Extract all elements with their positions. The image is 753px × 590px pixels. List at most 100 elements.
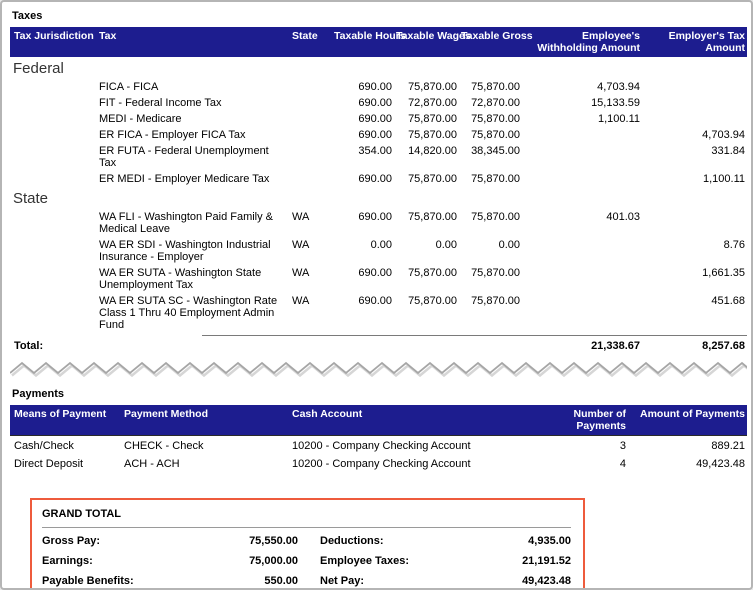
taxes-section-title: Taxes xyxy=(12,10,43,22)
payable-benefits-label: Payable Benefits: xyxy=(42,575,134,587)
col-header-cash-account: Cash Account xyxy=(290,405,557,436)
col-header-taxable-gross: Taxable Gross xyxy=(459,27,533,57)
grand-total-row: Earnings: 75,000.00 Employee Taxes: 21,1… xyxy=(42,555,571,568)
cell-tax: MEDI - Medicare xyxy=(99,113,182,125)
cell-employer-tax-amount: 1,661.35 xyxy=(702,267,745,279)
cell-taxable-hours: 354.00 xyxy=(358,145,392,157)
deductions-label: Deductions: xyxy=(320,535,384,547)
cell-taxable-wages: 75,870.00 xyxy=(408,129,457,141)
col-header-number-of-payments: Number of Payments xyxy=(557,405,634,436)
cell-taxable-gross: 75,870.00 xyxy=(471,211,520,223)
cell-state: WA xyxy=(292,295,310,307)
cell-means-of-payment: Cash/Check xyxy=(14,440,74,452)
col-header-employer-tax-amount: Employer's Tax Amount xyxy=(642,27,747,57)
cell-tax: FICA - FICA xyxy=(99,81,159,93)
cell-tax: WA ER SDI - Washington Industrial Insura… xyxy=(99,239,271,263)
cell-employer-tax-amount xyxy=(642,79,747,95)
col-header-tax: Tax xyxy=(97,27,290,57)
cell-employer-tax-amount: 1,100.11 xyxy=(702,173,745,185)
payable-benefits-value: 550.00 xyxy=(264,575,298,587)
cell-taxable-gross: 75,870.00 xyxy=(471,129,520,141)
cell-tax: WA ER SUTA - Washington State Unemployme… xyxy=(99,267,262,291)
cell-taxable-hours: 690.00 xyxy=(358,295,392,307)
cell-withholding-amount: 4,703.94 xyxy=(597,81,640,93)
cell-taxable-hours: 690.00 xyxy=(358,267,392,279)
gross-pay-label: Gross Pay: xyxy=(42,535,101,547)
cell-taxable-hours: 690.00 xyxy=(358,81,392,93)
cell-tax: ER FUTA - Federal Unemployment Tax xyxy=(99,145,269,169)
cell-taxable-gross: 38,345.00 xyxy=(471,145,520,157)
total-label: Total: xyxy=(14,340,44,352)
cell-withholding-amount xyxy=(522,237,642,265)
group-label: State xyxy=(13,190,49,207)
cell-taxable-wages: 14,820.00 xyxy=(408,145,457,157)
cell-jurisdiction xyxy=(10,95,97,111)
table-row: WA ER SUTA - Washington State Unemployme… xyxy=(10,265,747,293)
cell-withholding-amount xyxy=(522,143,642,171)
cell-amount-of-payments: 49,423.48 xyxy=(696,458,745,470)
cell-state xyxy=(290,143,332,171)
cell-state: WA xyxy=(292,239,310,251)
cell-taxable-hours: 690.00 xyxy=(358,129,392,141)
col-header-tax-jurisdiction: Tax Jurisdiction xyxy=(10,27,97,57)
cell-taxable-gross: 75,870.00 xyxy=(471,81,520,93)
cell-payment-method: ACH - ACH xyxy=(124,458,180,470)
col-header-means-of-payment: Means of Payment xyxy=(10,405,122,436)
cell-tax: ER MEDI - Employer Medicare Tax xyxy=(99,173,270,185)
total-employer-tax-amount: 8,257.68 xyxy=(702,340,745,352)
cell-means-of-payment: Direct Deposit xyxy=(14,458,84,470)
cell-amount-of-payments: 889.21 xyxy=(711,440,745,452)
table-row: FIT - Federal Income Tax 690.00 72,870.0… xyxy=(10,95,747,111)
cell-state xyxy=(290,171,332,187)
grand-total-title: GRAND TOTAL xyxy=(42,508,122,520)
table-row: Cash/Check CHECK - Check 10200 - Company… xyxy=(10,436,747,455)
cell-payment-method: CHECK - Check xyxy=(124,440,204,452)
cell-taxable-wages: 0.00 xyxy=(435,239,457,251)
cell-withholding-amount xyxy=(522,171,642,187)
cell-employer-tax-amount xyxy=(642,209,747,237)
col-header-amount-of-payments: Amount of Payments xyxy=(634,405,747,436)
table-row: FICA - FICA 690.00 75,870.00 75,870.00 4… xyxy=(10,79,747,95)
grand-total-row: Payable Benefits: 550.00 Net Pay: 49,423… xyxy=(42,575,571,588)
cell-jurisdiction xyxy=(10,111,97,127)
cell-employer-tax-amount xyxy=(642,111,747,127)
cell-withholding-amount: 15,133.59 xyxy=(591,97,640,109)
cell-taxable-gross: 75,870.00 xyxy=(471,295,520,307)
cell-tax: ER FICA - Employer FICA Tax xyxy=(99,129,246,141)
cell-jurisdiction xyxy=(10,79,97,95)
cell-taxable-hours: 690.00 xyxy=(358,173,392,185)
taxes-table-header: Tax Jurisdiction Tax State Taxable Hours… xyxy=(10,27,747,57)
taxes-table: Tax Jurisdiction Tax State Taxable Hours… xyxy=(10,27,747,354)
group-row-state: State xyxy=(10,187,747,209)
cell-cash-account: 10200 - Company Checking Account xyxy=(292,440,471,452)
cell-taxable-wages: 75,870.00 xyxy=(408,173,457,185)
cell-cash-account: 10200 - Company Checking Account xyxy=(292,458,471,470)
table-row: ER FICA - Employer FICA Tax 690.00 75,87… xyxy=(10,127,747,143)
col-header-employee-withholding-amount: Employee's Withholding Amount xyxy=(522,27,642,57)
cell-taxable-wages: 75,870.00 xyxy=(408,267,457,279)
cell-jurisdiction xyxy=(10,143,97,171)
cell-state xyxy=(290,127,332,143)
grand-total-box: GRAND TOTAL Gross Pay: 75,550.00 Deducti… xyxy=(30,498,585,588)
cell-employer-tax-amount: 451.68 xyxy=(711,295,745,307)
cell-taxable-hours: 690.00 xyxy=(358,211,392,223)
cell-taxable-gross: 72,870.00 xyxy=(471,97,520,109)
cell-taxable-wages: 75,870.00 xyxy=(408,81,457,93)
cell-tax: WA FLI - Washington Paid Family & Medica… xyxy=(99,211,274,235)
cell-withholding-amount xyxy=(522,265,642,293)
total-separator-row xyxy=(10,333,747,336)
cell-withholding-amount: 401.03 xyxy=(606,211,640,223)
group-row-federal: Federal xyxy=(10,57,747,79)
gross-pay-value: 75,550.00 xyxy=(249,535,298,547)
cell-taxable-gross: 75,870.00 xyxy=(471,173,520,185)
col-header-taxable-hours: Taxable Hours xyxy=(332,27,406,57)
cell-state: WA xyxy=(292,267,310,279)
cell-state xyxy=(290,111,332,127)
table-row: MEDI - Medicare 690.00 75,870.00 75,870.… xyxy=(10,111,747,127)
cell-withholding-amount xyxy=(522,127,642,143)
table-row: ER MEDI - Employer Medicare Tax 690.00 7… xyxy=(10,171,747,187)
earnings-label: Earnings: xyxy=(42,555,93,567)
col-header-payment-method: Payment Method xyxy=(122,405,290,436)
cell-withholding-amount xyxy=(522,293,642,333)
